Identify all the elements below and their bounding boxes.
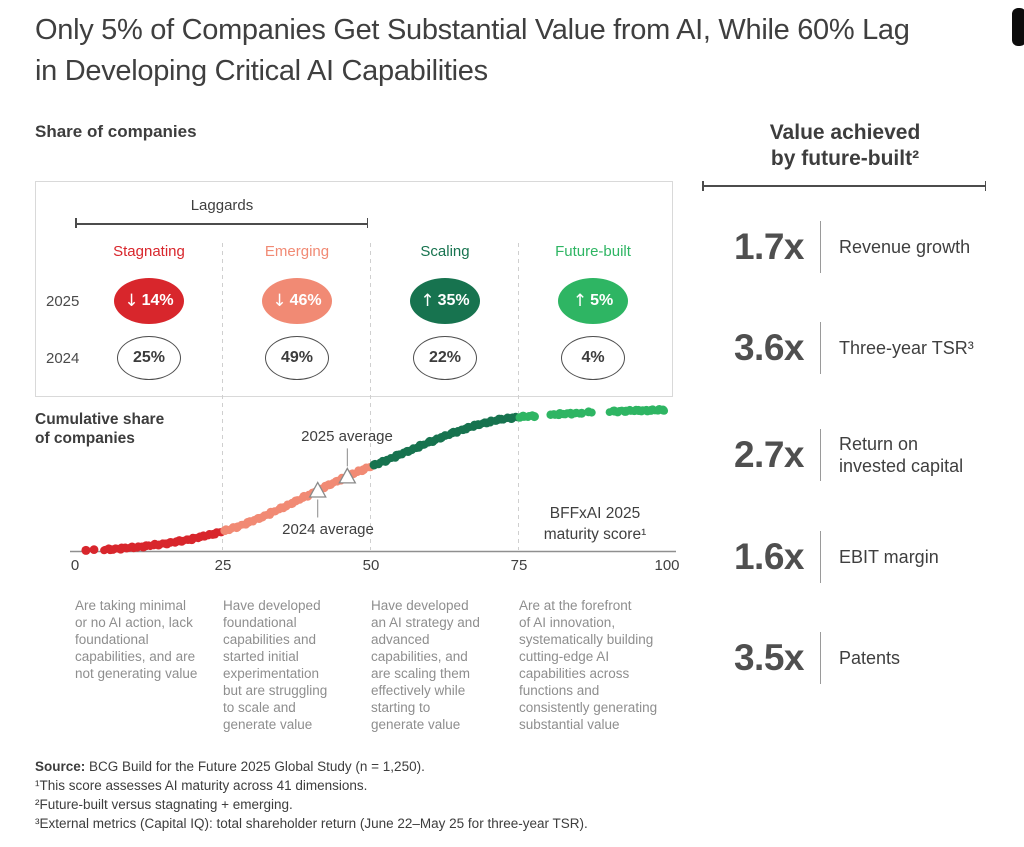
page-title-line1: Only 5% of Companies Get Substantial Val… bbox=[35, 14, 910, 46]
share-2024-stagnating: 25% bbox=[132, 349, 166, 366]
metric-value: 3.6x bbox=[733, 327, 805, 368]
avg-2024-label: 2024 average bbox=[282, 521, 374, 538]
page-title-line2: in Developing Critical AI Capabilities bbox=[35, 55, 488, 87]
oval-2024-stagnating: 25% bbox=[117, 336, 181, 380]
metric-patents: 3.5x Patents bbox=[702, 623, 1002, 693]
metric-value: 3.5x bbox=[733, 637, 805, 678]
source-label: Source: bbox=[35, 759, 86, 774]
metric-label: EBIT margin bbox=[839, 547, 939, 567]
axis-note-line1: BFFxAI 2025 bbox=[549, 505, 641, 522]
source-text: BCG Build for the Future 2025 Global Stu… bbox=[85, 759, 425, 774]
cumulative-share-label: Cumulative share of companies bbox=[35, 411, 165, 447]
share-2025-scaling: 35% bbox=[437, 292, 470, 309]
share-2024-scaling: 22% bbox=[428, 349, 462, 366]
x-tick-50: 50 bbox=[362, 557, 380, 574]
oval-2024-future-built: 4% bbox=[561, 336, 625, 380]
page-title: Only 5% of Companies Get Substantial Val… bbox=[35, 10, 1010, 92]
metric-revenue-growth: 1.7x Revenue growth bbox=[702, 212, 1002, 282]
metric-ebit-margin: 1.6x EBIT margin bbox=[702, 522, 1002, 592]
value-achieved-heading: Value achieved by future-built² bbox=[700, 120, 990, 172]
laggards-label: Laggards bbox=[190, 197, 254, 214]
share-2024-future-built: 4% bbox=[581, 349, 605, 366]
category-label-future-built: Future-built bbox=[555, 243, 631, 260]
value-bracket-tick-left bbox=[702, 181, 704, 191]
row-label-2025: 2025 bbox=[46, 293, 80, 310]
x-tick-75: 75 bbox=[510, 557, 528, 574]
x-tick-25: 25 bbox=[214, 557, 232, 574]
arrow-up-icon: ↑ bbox=[572, 290, 588, 311]
metric-divider bbox=[820, 322, 821, 374]
metric-value: 1.6x bbox=[733, 536, 805, 577]
desc-future-built: Are at the forefront of AI innovation, s… bbox=[519, 598, 658, 732]
metric-label: Revenue growth bbox=[839, 237, 971, 257]
x-tick-0: 0 bbox=[70, 557, 80, 574]
row-label-2024: 2024 bbox=[46, 350, 80, 367]
oval-2025-scaling: ↑ 35% bbox=[410, 278, 480, 324]
oval-2025-emerging: ↓ 46% bbox=[262, 278, 332, 324]
cumulative-dot-plot bbox=[70, 404, 676, 555]
maturity-score-axis-note: BFFxAI 2025 maturity score¹ bbox=[519, 503, 671, 545]
avg-2025-label: 2025 average bbox=[301, 428, 393, 445]
metric-return-on-invested-capital: 2.7x Return on invested capital bbox=[702, 420, 1002, 490]
desc-scaling: Have developed an AI strategy and advanc… bbox=[371, 598, 480, 732]
value-bracket-tick-right bbox=[984, 181, 986, 191]
gridline-75 bbox=[518, 243, 519, 550]
laggards-bracket-line bbox=[75, 223, 368, 225]
footnotes: Source: BCG Build for the Future 2025 Gl… bbox=[35, 757, 735, 833]
category-label-stagnating: Stagnating bbox=[113, 243, 185, 260]
value-bracket-line bbox=[702, 185, 986, 187]
arrow-down-icon: ↓ bbox=[124, 290, 139, 311]
metric-value: 1.7x bbox=[733, 226, 805, 267]
metric-divider bbox=[820, 531, 821, 583]
share-2025-future-built: 5% bbox=[590, 292, 614, 309]
value-heading-line2: by future-built² bbox=[770, 147, 920, 170]
oval-2024-emerging: 49% bbox=[265, 336, 329, 380]
footnote-1: ¹This score assesses AI maturity across … bbox=[35, 778, 368, 793]
share-2025-emerging: 46% bbox=[289, 292, 322, 309]
share-2024-emerging: 49% bbox=[280, 349, 314, 366]
metric-label: Three-year TSR³ bbox=[839, 338, 974, 358]
axis-note-line2: maturity score¹ bbox=[543, 526, 647, 543]
laggards-bracket-tick-right bbox=[366, 218, 368, 228]
metric-label: Return on invested capital bbox=[839, 434, 964, 476]
category-label-scaling: Scaling bbox=[420, 243, 470, 260]
source-line: Source: BCG Build for the Future 2025 Gl… bbox=[35, 757, 735, 776]
desc-stagnating: Are taking minimal or no AI action, lack… bbox=[75, 598, 198, 681]
metric-divider bbox=[820, 632, 821, 684]
share-of-companies-heading: Share of companies bbox=[35, 122, 197, 141]
oval-2025-future-built: ↑ 5% bbox=[558, 278, 628, 324]
x-tick-100: 100 bbox=[654, 557, 680, 574]
footnote-3: ³External metrics (Capital IQ): total sh… bbox=[35, 816, 588, 831]
metric-label: Patents bbox=[839, 648, 901, 668]
share-2025-stagnating: 14% bbox=[141, 292, 174, 309]
category-label-emerging: Emerging bbox=[264, 243, 330, 260]
value-heading-line1: Value achieved bbox=[769, 121, 921, 144]
oval-2024-scaling: 22% bbox=[413, 336, 477, 380]
gridline-50 bbox=[370, 243, 371, 550]
desc-emerging: Have developed foundational capabilities… bbox=[223, 598, 328, 732]
scrollbar-thumb[interactable] bbox=[1012, 8, 1024, 46]
oval-2025-stagnating: ↓ 14% bbox=[114, 278, 184, 324]
arrow-up-icon: ↑ bbox=[420, 290, 435, 311]
footnote-2: ²Future-built versus stagnating + emergi… bbox=[35, 797, 293, 812]
arrow-down-icon: ↓ bbox=[272, 290, 287, 311]
laggards-bracket-tick-left bbox=[75, 218, 77, 228]
metric-divider bbox=[820, 221, 821, 273]
metric-three-year-tsr: 3.6x Three-year TSR³ bbox=[702, 313, 1002, 383]
metric-value: 2.7x bbox=[733, 434, 805, 475]
metric-divider bbox=[820, 429, 821, 481]
gridline-25 bbox=[222, 243, 223, 550]
